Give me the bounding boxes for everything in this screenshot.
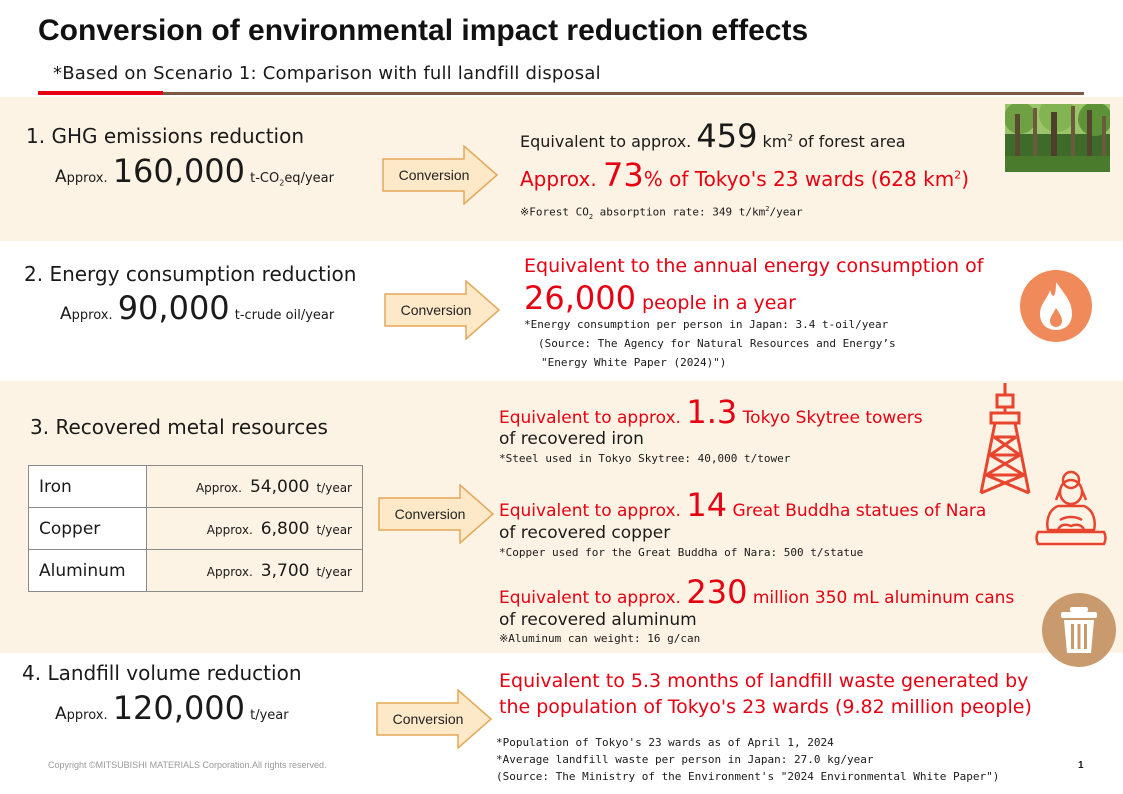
forest-photo xyxy=(1005,104,1110,172)
ghg-amount: Approx. 160,000 t-CO2eq/year xyxy=(55,152,334,190)
metal-row: Copper Approx. 6,800 t/year xyxy=(28,507,363,550)
iron-skytree-value: 1.3 xyxy=(686,393,738,431)
energy-people-value: 26,000 xyxy=(524,279,636,317)
metal-value: 6,800 xyxy=(260,518,310,539)
ghg-forest-line: Equivalent to approx. 459 km2 of forest … xyxy=(520,117,906,155)
energy-line2: 26,000 people in a year xyxy=(524,279,796,317)
conversion-label: Conversion xyxy=(392,711,464,727)
copyright-notice: Copyright ©MITSUBISHI MATERIALS Corporat… xyxy=(48,760,327,770)
ghg-note: ※Forest CO2 absorption rate: 349 t/km2/y… xyxy=(520,205,803,221)
buddha-icon xyxy=(1030,470,1112,551)
metal-amount: Approx. 3,700 t/year xyxy=(146,549,363,592)
landfill-note1: *Population of Tokyo's 23 wards as of Ap… xyxy=(496,736,834,749)
metal-amount: Approx. 6,800 t/year xyxy=(146,507,363,550)
energy-note2: (Source: The Agency for Natural Resource… xyxy=(538,337,896,350)
metal-name: Aluminum xyxy=(28,549,147,592)
aluminum-cans-value: 230 xyxy=(686,573,748,611)
title-rule-accent xyxy=(38,91,163,95)
ghg-tokyo-value: 73 xyxy=(603,156,644,194)
energy-note3: "Energy White Paper (2024)") xyxy=(541,356,727,369)
landfill-note2: *Average landfill waste per person in Ja… xyxy=(496,753,874,766)
aluminum-line2: of recovered aluminum xyxy=(499,610,697,630)
copper-line2: of recovered copper xyxy=(499,523,671,543)
conversion-label: Conversion xyxy=(400,302,472,318)
ghg-forest-value: 459 xyxy=(696,117,758,155)
ghg-tokyo-line: Approx. 73% of Tokyo's 23 wards (628 km2… xyxy=(520,156,969,194)
ghg-section-title: 1. GHG emissions reduction xyxy=(26,124,305,148)
metal-name: Iron xyxy=(28,465,147,508)
title-rule xyxy=(163,92,1084,95)
section-ghg-band xyxy=(0,97,1123,241)
flame-icon xyxy=(1020,270,1092,347)
landfill-line2: the population of Tokyo's 23 wards (9.82… xyxy=(499,696,1032,718)
landfill-note3: (Source: The Ministry of the Environment… xyxy=(496,770,1000,783)
conversion-arrow-ghg: Conversion xyxy=(382,145,500,205)
metal-value: 54,000 xyxy=(249,476,310,497)
iron-line1: Equivalent to approx. 1.3 Tokyo Skytree … xyxy=(499,393,923,431)
iron-line2: of recovered iron xyxy=(499,429,644,449)
copper-buddha-value: 14 xyxy=(686,486,728,524)
landfill-line1: Equivalent to 5.3 months of landfill was… xyxy=(499,670,1029,692)
copper-line1: Equivalent to approx. 14 Great Buddha st… xyxy=(499,486,987,524)
aluminum-line1: Equivalent to approx. 230 million 350 mL… xyxy=(499,573,1015,611)
energy-line1: Equivalent to the annual energy consumpt… xyxy=(524,255,984,277)
energy-value: 90,000 xyxy=(117,289,230,327)
conversion-arrow-metals: Conversion xyxy=(378,484,496,544)
ghg-value: 160,000 xyxy=(112,152,246,190)
metals-table: Iron Approx. 54,000 t/year Copper Approx. 6,80… xyxy=(28,465,363,592)
metals-section-title: 3. Recovered metal resources xyxy=(30,415,328,439)
energy-amount: Approx. 90,000 t-crude oil/year xyxy=(60,289,335,327)
iron-note: *Steel used in Tokyo Skytree: 40,000 t/t… xyxy=(499,452,791,465)
metal-amount: Approx. 54,000 t/year xyxy=(146,465,363,508)
metal-row: Aluminum Approx. 3,700 t/year xyxy=(28,549,363,592)
metal-row: Iron Approx. 54,000 t/year xyxy=(28,465,363,508)
trash-can-icon xyxy=(1042,593,1116,672)
metal-name: Copper xyxy=(28,507,147,550)
skytree-icon xyxy=(975,383,1035,500)
page-title: Conversion of environmental impact reduc… xyxy=(38,14,809,47)
conversion-label: Conversion xyxy=(394,506,466,522)
conversion-label: Conversion xyxy=(398,167,470,183)
aluminum-note: ※Aluminum can weight: 16 g/can xyxy=(499,632,701,645)
page-subtitle: *Based on Scenario 1: Comparison with fu… xyxy=(53,63,601,84)
page-number: 1 xyxy=(1078,760,1084,771)
copper-note: *Copper used for the Great Buddha of Nar… xyxy=(499,546,864,559)
landfill-amount: Approx. 120,000 t/year xyxy=(55,689,289,727)
conversion-arrow-landfill: Conversion xyxy=(376,689,494,749)
metal-value: 3,700 xyxy=(260,560,310,581)
landfill-section-title: 4. Landfill volume reduction xyxy=(22,661,302,685)
energy-note1: *Energy consumption per person in Japan:… xyxy=(524,318,889,331)
conversion-arrow-energy: Conversion xyxy=(384,280,502,340)
landfill-value: 120,000 xyxy=(112,689,246,727)
energy-section-title: 2. Energy consumption reduction xyxy=(24,262,357,286)
